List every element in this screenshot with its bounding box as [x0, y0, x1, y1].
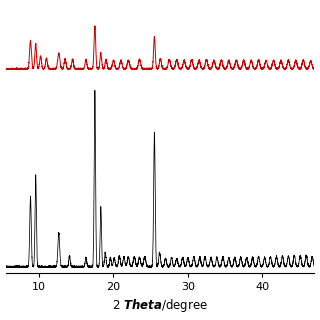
- X-axis label: 2 $\bfit{Theta}$/degree: 2 $\bfit{Theta}$/degree: [112, 298, 208, 315]
